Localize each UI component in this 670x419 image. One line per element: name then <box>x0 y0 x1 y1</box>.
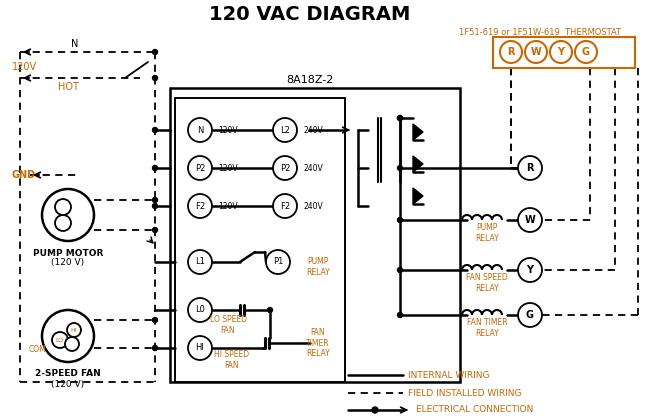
Circle shape <box>273 118 297 142</box>
Circle shape <box>188 336 212 360</box>
Polygon shape <box>413 188 423 204</box>
Polygon shape <box>413 124 423 140</box>
Circle shape <box>397 116 403 121</box>
Circle shape <box>188 298 212 322</box>
Circle shape <box>153 228 157 233</box>
Text: HI: HI <box>196 344 204 352</box>
Circle shape <box>188 156 212 180</box>
Circle shape <box>518 258 542 282</box>
Circle shape <box>397 313 403 318</box>
Text: 8A18Z-2: 8A18Z-2 <box>286 75 334 85</box>
Text: (120 V): (120 V) <box>52 259 84 267</box>
Circle shape <box>55 199 71 215</box>
Text: 240V: 240V <box>303 126 323 134</box>
Circle shape <box>65 337 79 351</box>
Circle shape <box>153 204 157 209</box>
Text: PUMP MOTOR: PUMP MOTOR <box>33 248 103 258</box>
Text: FAN
TIMER
RELAY: FAN TIMER RELAY <box>306 328 330 358</box>
Circle shape <box>42 310 94 362</box>
Text: P2: P2 <box>195 163 205 173</box>
Text: L1: L1 <box>195 258 205 266</box>
Text: FAN TIMER
RELAY: FAN TIMER RELAY <box>467 318 507 338</box>
Circle shape <box>372 407 378 413</box>
Text: L2: L2 <box>280 126 290 134</box>
Text: L0: L0 <box>195 305 205 315</box>
Circle shape <box>153 197 157 202</box>
Text: HI: HI <box>71 328 77 333</box>
Circle shape <box>397 166 403 171</box>
Text: N: N <box>197 126 203 134</box>
Circle shape <box>267 308 273 313</box>
Circle shape <box>273 156 297 180</box>
Text: R: R <box>507 47 515 57</box>
Text: R: R <box>526 163 534 173</box>
Text: INTERNAL WIRING: INTERNAL WIRING <box>408 370 490 380</box>
Bar <box>493 37 635 68</box>
Circle shape <box>42 189 94 241</box>
Circle shape <box>188 118 212 142</box>
Circle shape <box>397 267 403 272</box>
Text: G: G <box>582 47 590 57</box>
Text: 120 VAC DIAGRAM: 120 VAC DIAGRAM <box>209 5 411 23</box>
Circle shape <box>153 318 157 323</box>
Text: 240V: 240V <box>303 163 323 173</box>
Circle shape <box>397 116 403 121</box>
Circle shape <box>518 208 542 232</box>
Text: W: W <box>531 47 541 57</box>
Circle shape <box>188 250 212 274</box>
Circle shape <box>153 166 157 171</box>
Text: LO SPEED
FAN: LO SPEED FAN <box>210 316 247 335</box>
Circle shape <box>500 41 522 63</box>
Text: Y: Y <box>527 265 533 275</box>
Text: P2: P2 <box>280 163 290 173</box>
Polygon shape <box>413 156 423 172</box>
Circle shape <box>52 332 68 348</box>
Text: PUMP
RELAY: PUMP RELAY <box>475 223 499 243</box>
Text: 2-SPEED FAN: 2-SPEED FAN <box>35 370 101 378</box>
Circle shape <box>153 127 157 132</box>
Text: HOT: HOT <box>58 82 78 92</box>
Text: G: G <box>526 310 534 320</box>
Circle shape <box>518 156 542 180</box>
Text: N: N <box>71 39 78 49</box>
Bar <box>170 88 460 382</box>
Text: W: W <box>525 215 535 225</box>
Text: 240V: 240V <box>303 202 323 210</box>
Circle shape <box>266 250 290 274</box>
Text: (120 V): (120 V) <box>52 380 84 388</box>
Text: HI SPEED
FAN: HI SPEED FAN <box>214 350 249 370</box>
Circle shape <box>153 346 157 351</box>
Text: COM: COM <box>28 346 46 354</box>
Circle shape <box>67 323 81 337</box>
Text: FAN SPEED
RELAY: FAN SPEED RELAY <box>466 273 508 293</box>
Circle shape <box>153 49 157 54</box>
Text: F2: F2 <box>195 202 205 210</box>
Text: 1F51-619 or 1F51W-619  THERMOSTAT: 1F51-619 or 1F51W-619 THERMOSTAT <box>459 28 621 36</box>
Text: P1: P1 <box>273 258 283 266</box>
Circle shape <box>188 194 212 218</box>
Circle shape <box>518 303 542 327</box>
Text: F2: F2 <box>280 202 290 210</box>
Circle shape <box>550 41 572 63</box>
Circle shape <box>575 41 597 63</box>
Text: 120V: 120V <box>12 62 37 72</box>
Circle shape <box>55 215 71 231</box>
Circle shape <box>525 41 547 63</box>
Text: Y: Y <box>557 47 565 57</box>
Bar <box>175 98 345 382</box>
Circle shape <box>397 217 403 222</box>
Circle shape <box>273 194 297 218</box>
Circle shape <box>153 75 157 80</box>
Text: 120V: 120V <box>218 163 238 173</box>
Text: 120V: 120V <box>218 202 238 210</box>
Text: PUMP
RELAY: PUMP RELAY <box>306 257 330 277</box>
Text: LO: LO <box>56 337 64 342</box>
Text: FIELD INSTALLED WIRING: FIELD INSTALLED WIRING <box>408 388 521 398</box>
Text: ELECTRICAL CONNECTION: ELECTRICAL CONNECTION <box>416 406 533 414</box>
Text: GND: GND <box>12 170 36 180</box>
Text: 120V: 120V <box>218 126 238 134</box>
